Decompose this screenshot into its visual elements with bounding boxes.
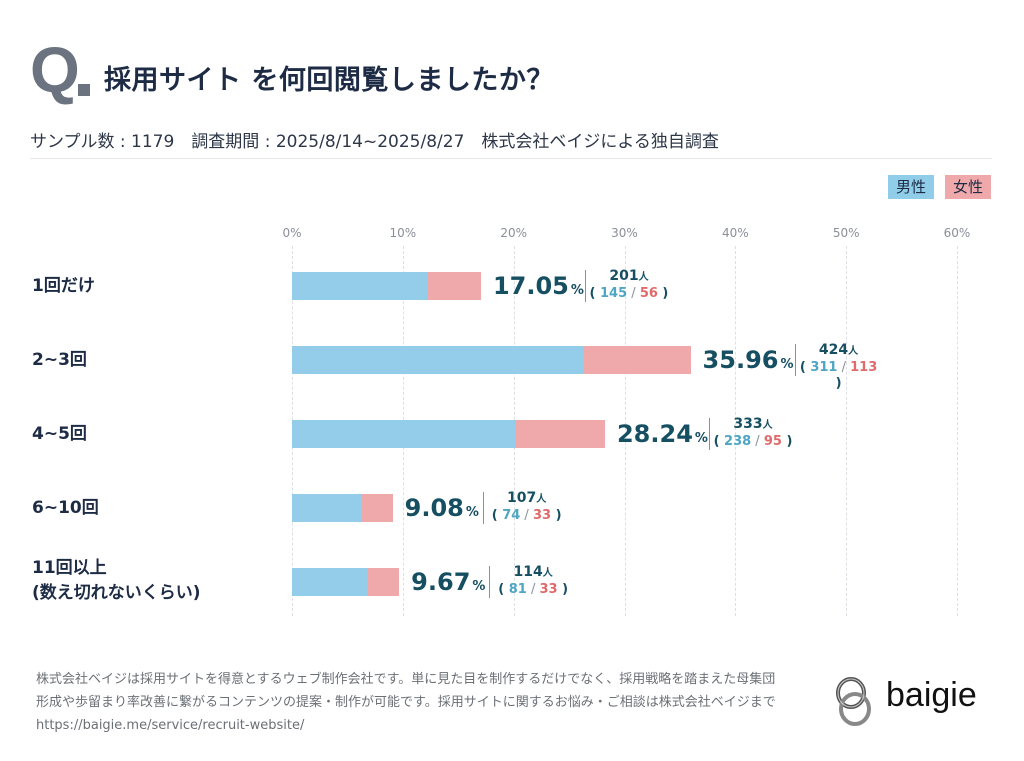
percent-label: 9.67% (411, 568, 486, 596)
x-tick-label: 10% (389, 226, 417, 240)
total-count: 114人 (513, 564, 553, 580)
footer-url[interactable]: https://baigie.me/service/recruit-websit… (36, 718, 305, 733)
count-label: 107人 ( 74 / 33 ) (487, 490, 567, 524)
category-label: 11回以上 (数え切れないくらい) (32, 558, 201, 603)
footer-line-1: 株式会社ベイジは採用サイトを得意とするウェブ制作会社です。単に見た目を制作するだ… (36, 672, 776, 687)
question-dot (78, 84, 90, 96)
label-separator (482, 492, 484, 524)
gender-split: ( 238 / 95 ) (713, 434, 793, 449)
percent-label: 17.05% (492, 272, 584, 300)
percent-label: 35.96% (702, 346, 794, 374)
x-tick-label: 60% (943, 226, 971, 240)
bar-male (292, 420, 516, 448)
bar-female (584, 346, 691, 374)
count-label: 333人 ( 238 / 95 ) (713, 416, 793, 450)
count-label: 201人 ( 145 / 56 ) (589, 268, 669, 302)
label-separator (584, 270, 586, 302)
x-tick-label: 30% (611, 226, 638, 240)
gender-split: ( 81 / 33 ) (498, 582, 569, 597)
percent-label: 9.08% (404, 494, 479, 522)
question-mark: Q (30, 34, 80, 106)
bar-female (428, 272, 481, 300)
x-tick-label: 40% (721, 226, 749, 240)
category-label: 1回だけ (32, 276, 95, 296)
bar-female (361, 494, 393, 522)
footer-line-2: 形成や歩留まり率改善に繋がるコンテンツの提案・制作が可能です。採用サイトに関する… (36, 695, 776, 710)
x-tick-label: 50% (832, 226, 860, 240)
total-count: 201人 (609, 268, 649, 284)
legend-male: 男性 (888, 175, 935, 199)
bar-male (292, 568, 369, 596)
label-separator (489, 566, 491, 598)
gridline (735, 246, 737, 616)
footer-text: 株式会社ベイジは採用サイトを得意とするウェブ制作会社です。単に見た目を制作するだ… (36, 668, 826, 737)
bar-female (368, 568, 400, 596)
bar-male (292, 494, 362, 522)
bar-male (292, 272, 429, 300)
gender-split: ( 311 / 113 ) (799, 360, 878, 391)
legend-female: 女性 (945, 175, 992, 199)
category-label: 4~5回 (32, 424, 87, 444)
label-separator (708, 418, 710, 450)
gender-split: ( 74 / 33 ) (491, 508, 562, 523)
logo-text: baigie (886, 676, 977, 714)
total-count: 333人 (733, 416, 773, 432)
divider (30, 158, 992, 159)
gender-split: ( 145 / 56 ) (589, 286, 669, 301)
x-tick-label: 0% (282, 226, 302, 240)
percent-label: 28.24% (616, 420, 708, 448)
total-count: 107人 (507, 490, 547, 506)
gridline (624, 246, 626, 616)
x-tick-label: 20% (500, 226, 527, 240)
survey-meta: サンプル数 : 1179 調査期間 : 2025/8/14~2025/8/27 … (30, 132, 719, 152)
label-separator (794, 344, 796, 376)
gridline (957, 246, 958, 616)
baigie-logo-icon (834, 676, 874, 732)
count-label: 424人 ( 311 / 113 ) (799, 342, 879, 392)
total-count: 424人 (818, 342, 859, 358)
count-label: 114人 ( 81 / 33 ) (493, 564, 573, 598)
bar-female (515, 420, 605, 448)
page-title: 採用サイト を何回閲覧しましたか？ (104, 65, 554, 96)
bar-male (292, 346, 585, 374)
category-label: 6~10回 (32, 498, 99, 518)
category-label: 2~3回 (32, 350, 87, 370)
gridline (846, 246, 848, 616)
